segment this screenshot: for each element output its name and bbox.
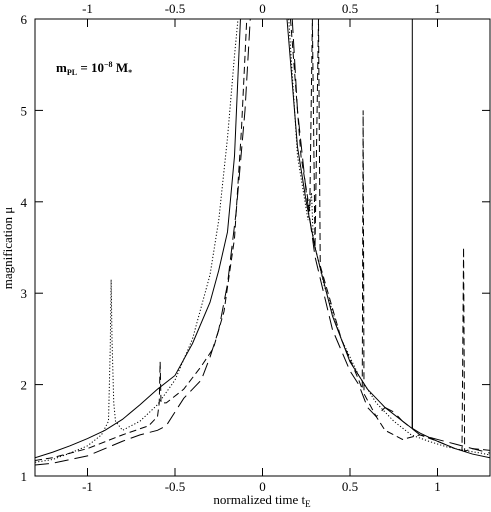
y-tick-label: 6 [21,12,28,27]
x-tick-label-top: 0 [259,1,266,16]
annotation-unit: M [113,60,129,75]
x-tick-label: 1 [434,479,441,494]
x-tick-label-top: 1 [434,1,441,16]
annotation-equals: = 10 [77,60,104,75]
x-axis-label-sub: E [305,499,311,509]
annotation-symbol: m [56,60,67,75]
x-axis-label-main: normalized time t [213,492,305,507]
curve [35,19,490,459]
y-tick-label: 3 [21,286,28,301]
curve [35,19,490,463]
x-tick-label: -0.5 [165,479,186,494]
y-tick-label: 4 [21,195,28,210]
annotation-exponent: −8 [104,60,113,69]
annotation-symbol-sub: PL [67,68,77,77]
x-tick-label: 0.5 [342,479,358,494]
plot-frame [34,18,491,477]
annotation-unit-sub: * [128,68,132,77]
x-axis-label: normalized time tE [213,492,311,509]
annotation: mPL = 10−8 M* [56,60,132,77]
x-tick-label: -1 [82,479,93,494]
x-tick-label-top: -0.5 [165,1,186,16]
y-tick-label: 2 [21,378,28,393]
plot-area [35,19,490,466]
y-tick-label: 5 [21,103,28,118]
y-axis-label: magnification μ [0,207,15,289]
y-tick-label: 1 [21,469,28,484]
x-tick-label: 0 [259,479,266,494]
x-tick-label-top: -1 [82,1,93,16]
curve [35,19,490,461]
x-tick-label-top: 0.5 [342,1,358,16]
curve [35,19,490,466]
